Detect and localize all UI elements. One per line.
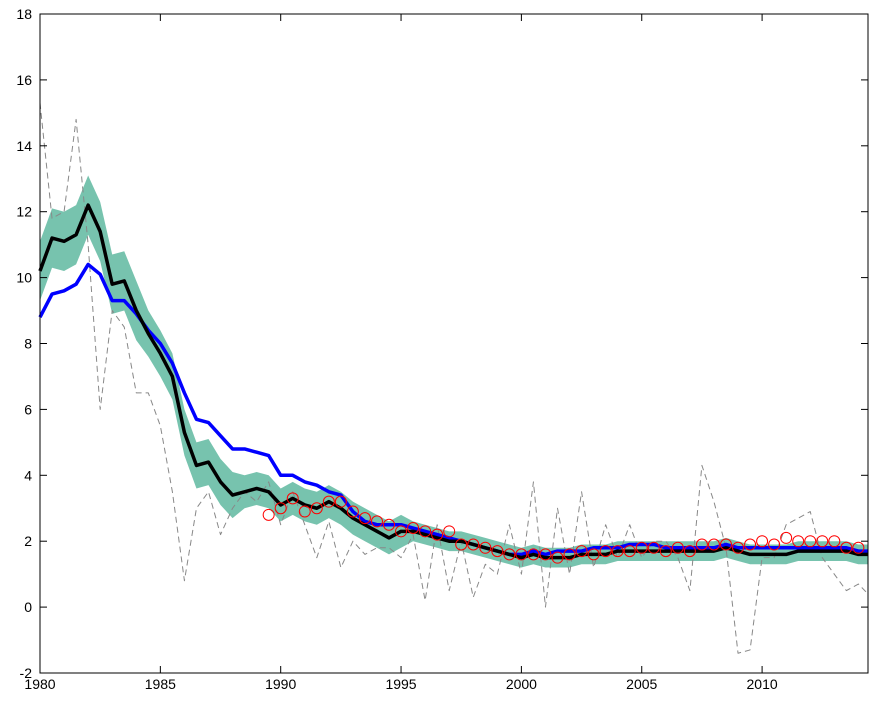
x-tick-label: 2005: [626, 676, 657, 692]
marker: [479, 541, 492, 554]
y-tick-label: 10: [16, 270, 32, 286]
marker: [780, 531, 793, 544]
marker: [322, 495, 335, 508]
marker: [383, 518, 396, 531]
marker: [599, 545, 612, 558]
marker: [792, 535, 805, 548]
marker: [310, 502, 323, 515]
marker: [346, 505, 359, 518]
y-tick-label: 4: [24, 467, 32, 483]
y-tick-label: 14: [16, 138, 32, 154]
marker: [804, 535, 817, 548]
marker: [298, 505, 311, 518]
marker: [575, 545, 588, 558]
x-tick-label: 1985: [145, 676, 176, 692]
marker: [647, 541, 660, 554]
marker: [719, 538, 732, 551]
x-tick-label: 2010: [747, 676, 778, 692]
y-tick-label: 18: [16, 6, 32, 22]
marker: [539, 548, 552, 561]
line: [38, 203, 868, 560]
y-tick-label: 12: [16, 204, 32, 220]
marker: [503, 548, 516, 561]
line: [38, 262, 868, 557]
marker: [768, 538, 781, 551]
y-tick-label: 0: [24, 599, 32, 615]
marker: [370, 515, 383, 528]
marker: [828, 535, 841, 548]
x-tick-label: 1995: [385, 676, 416, 692]
x-tick-label: 1980: [24, 676, 55, 692]
marker: [852, 541, 865, 554]
marker: [683, 545, 696, 558]
marker: [455, 538, 468, 551]
marker: [515, 548, 528, 561]
marker: [286, 492, 299, 505]
marker: [491, 545, 504, 558]
marker: [262, 508, 275, 521]
marker: [395, 525, 408, 538]
y-tick-label: 16: [16, 72, 32, 88]
marker: [274, 502, 287, 515]
marker: [443, 525, 456, 538]
marker: [695, 538, 708, 551]
y-tick-label: -2: [20, 665, 33, 681]
x-tick-label: 2000: [506, 676, 537, 692]
y-tick-label: 8: [24, 336, 32, 352]
y-tick-label: 6: [24, 401, 32, 417]
marker: [623, 545, 636, 558]
marker: [334, 495, 347, 508]
marker: [358, 512, 371, 525]
marker: [707, 538, 720, 551]
y-tick-label: 2: [24, 533, 32, 549]
marker: [551, 551, 564, 564]
marker: [563, 548, 576, 561]
marker: [671, 541, 684, 554]
x-tick-label: 1990: [265, 676, 296, 692]
marker: [407, 522, 420, 535]
marker: [635, 541, 648, 554]
marker: [732, 541, 745, 554]
marker: [816, 535, 829, 548]
uncertainty-band: [40, 175, 868, 568]
marker: [467, 538, 480, 551]
marker: [431, 528, 444, 541]
marker: [744, 538, 757, 551]
marker: [840, 541, 853, 554]
marker: [659, 545, 672, 558]
marker: [527, 548, 540, 561]
marker: [611, 545, 624, 558]
marker: [419, 525, 432, 538]
marker: [587, 548, 600, 561]
marker: [756, 535, 769, 548]
